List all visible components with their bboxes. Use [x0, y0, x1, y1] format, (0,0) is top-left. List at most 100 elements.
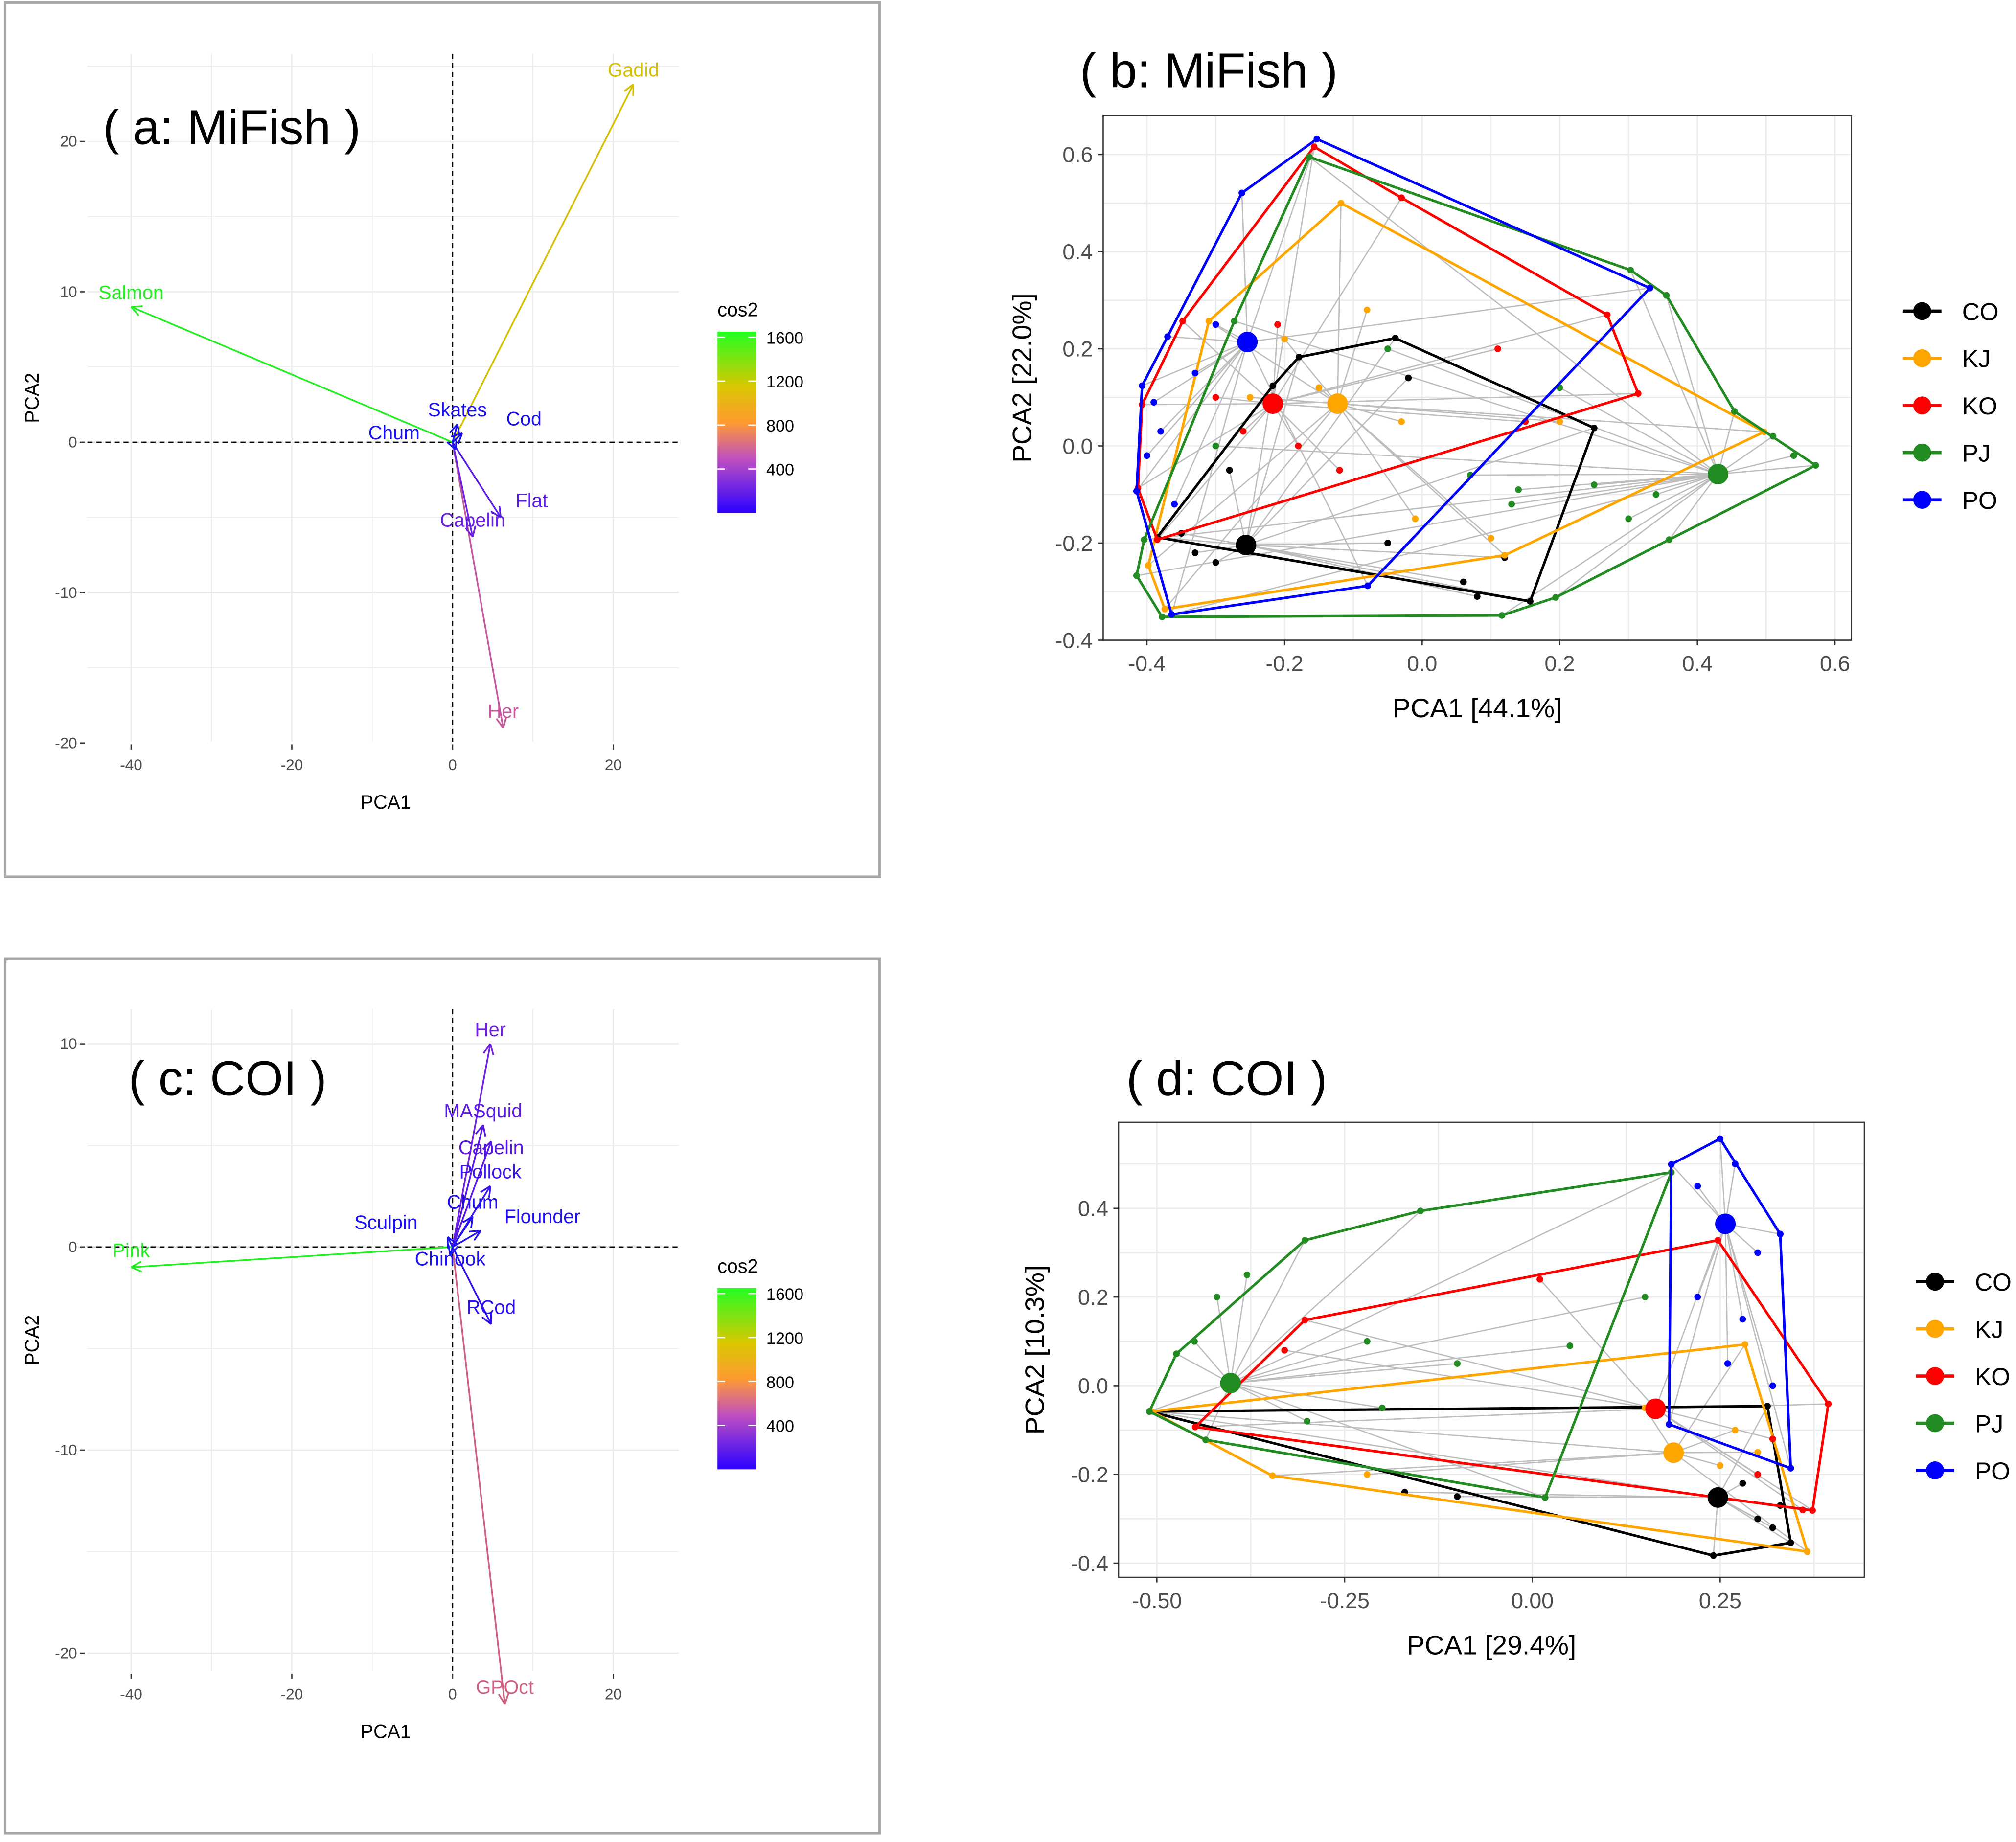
y-tick-label: -10 — [55, 1441, 77, 1458]
data-point — [1731, 408, 1738, 415]
data-point — [1379, 1405, 1386, 1411]
colorbar-label: 1600 — [766, 1285, 803, 1304]
colorbar-label: 1600 — [766, 329, 803, 347]
panel-title: ( b: MiFish ) — [1080, 44, 1338, 98]
data-point — [1336, 467, 1343, 474]
panel-title: ( c: COI ) — [129, 1052, 327, 1106]
data-point — [1384, 540, 1391, 546]
data-point — [1133, 488, 1140, 495]
legend-key-dot — [1926, 1320, 1944, 1338]
centroid-ko — [1262, 393, 1283, 414]
y-tick-label: 10 — [60, 283, 77, 300]
legend-label: PO — [1975, 1457, 2010, 1485]
data-point — [1214, 1294, 1220, 1300]
y-tick-label: -20 — [55, 734, 77, 751]
x-tick-label: 0 — [448, 1685, 457, 1703]
legend-key-dot — [1913, 302, 1931, 320]
data-point — [1515, 486, 1522, 493]
data-point — [1740, 1480, 1746, 1487]
arrow-label: RCod — [466, 1297, 516, 1319]
data-point — [1799, 1506, 1806, 1513]
x-tick-label: -0.50 — [1132, 1589, 1182, 1613]
data-point — [1732, 1427, 1739, 1433]
centroid-kj — [1327, 393, 1348, 414]
data-point — [1717, 1462, 1724, 1469]
y-tick-label: -0.2 — [1071, 1463, 1108, 1487]
data-point — [1179, 318, 1186, 325]
x-axis-label: PCA1 — [361, 792, 411, 813]
x-tick-label: 0.00 — [1511, 1589, 1554, 1613]
data-point — [1150, 399, 1157, 406]
data-point — [1494, 345, 1501, 352]
y-axis-label: PCA2 [10.3%] — [1020, 1265, 1050, 1434]
data-point — [1460, 579, 1467, 586]
data-point — [1635, 390, 1642, 397]
x-tick-label: 0.4 — [1682, 652, 1713, 676]
data-point — [1769, 1435, 1776, 1442]
data-point — [1133, 572, 1140, 579]
arrow-label: Pollock — [459, 1161, 522, 1183]
data-point — [1825, 1401, 1832, 1408]
legend-item-ko: KO — [1916, 1363, 2010, 1390]
data-point — [1787, 1465, 1794, 1472]
data-point — [1591, 481, 1598, 488]
data-point — [1206, 318, 1213, 325]
data-point — [1154, 536, 1161, 543]
data-point — [1247, 394, 1254, 401]
data-point — [1454, 1360, 1461, 1367]
data-point — [1141, 536, 1147, 543]
y-tick-label: 0 — [69, 1238, 77, 1255]
data-point — [1552, 594, 1559, 601]
arrow-label: Chum — [368, 422, 420, 444]
y-tick-label: 10 — [60, 1035, 77, 1052]
legend-key-dot — [1913, 444, 1931, 462]
panel-title: ( d: COI ) — [1126, 1052, 1327, 1106]
legend-item-co: CO — [1916, 1269, 2012, 1296]
data-point — [1754, 1250, 1761, 1256]
arrow-label: Flat — [516, 490, 548, 512]
data-point — [1302, 1237, 1308, 1244]
centroid-co — [1236, 535, 1256, 555]
data-point — [1364, 1471, 1371, 1478]
x-tick-label: -0.2 — [1266, 652, 1304, 676]
data-point — [1804, 1548, 1811, 1555]
data-point — [1663, 292, 1670, 299]
data-point — [1146, 1408, 1153, 1415]
legend-item-po: PO — [1903, 487, 1997, 514]
data-point — [1392, 335, 1399, 341]
y-tick-label: -20 — [55, 1644, 77, 1662]
legend-key-dot — [1926, 1367, 1944, 1385]
data-point — [1304, 1418, 1310, 1425]
legend-label: CO — [1975, 1269, 2012, 1296]
data-point — [1296, 354, 1303, 361]
data-point — [1770, 433, 1777, 440]
data-point — [1741, 1341, 1748, 1348]
y-tick-label: 0.4 — [1062, 240, 1093, 264]
data-point — [1488, 535, 1494, 542]
x-tick-label: 0 — [448, 756, 457, 773]
y-tick-label: -0.2 — [1055, 532, 1093, 556]
data-point — [1625, 516, 1632, 523]
data-point — [1316, 385, 1323, 391]
data-point — [1790, 453, 1797, 459]
y-axis-label: PCA2 [22.0%] — [1007, 293, 1037, 462]
data-point — [1812, 462, 1819, 469]
data-point — [1139, 383, 1145, 389]
legend-key-dot — [1926, 1273, 1944, 1291]
arrow-label: GPOct — [476, 1677, 534, 1698]
data-point — [1269, 1473, 1276, 1479]
data-point — [1717, 1136, 1724, 1142]
data-point — [1769, 1383, 1776, 1389]
y-tick-label: 0.2 — [1078, 1286, 1108, 1310]
data-point — [1627, 267, 1634, 273]
arrow-label: Chinook — [415, 1248, 486, 1270]
y-tick-label: 0 — [69, 433, 77, 451]
legend-item-kj: KJ — [1916, 1316, 2003, 1343]
data-point — [1754, 1471, 1761, 1478]
arrow-label: Gadid — [608, 59, 659, 81]
data-point — [1417, 1207, 1424, 1214]
legend-item-pj: PJ — [1916, 1410, 2003, 1437]
data-point — [1338, 200, 1345, 206]
